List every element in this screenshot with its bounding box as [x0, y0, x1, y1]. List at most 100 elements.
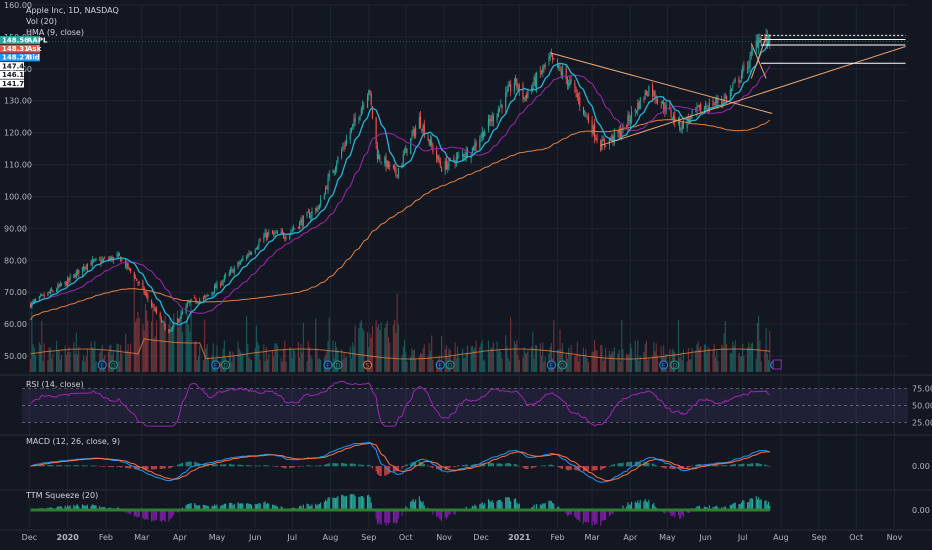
candle-body[interactable]: [60, 283, 63, 286]
candle-body[interactable]: [406, 148, 408, 153]
candle-body[interactable]: [259, 240, 261, 242]
candle-body[interactable]: [608, 138, 610, 145]
candle-body[interactable]: [487, 118, 490, 130]
candle-body[interactable]: [682, 121, 684, 129]
candle-body[interactable]: [505, 92, 507, 108]
candle-body[interactable]: [389, 164, 391, 167]
candle-body[interactable]: [93, 259, 95, 261]
candle-body[interactable]: [111, 256, 113, 261]
candle-body[interactable]: [543, 64, 545, 68]
candle-body[interactable]: [380, 161, 382, 163]
candle-body[interactable]: [275, 231, 277, 233]
candle-body[interactable]: [611, 135, 613, 141]
candle-body[interactable]: [420, 116, 422, 128]
candle-body[interactable]: [566, 76, 568, 85]
price-tag[interactable]: [0, 36, 40, 44]
macd-pane[interactable]: [30, 441, 771, 483]
price-tag[interactable]: [0, 44, 40, 53]
candle-body[interactable]: [438, 157, 440, 163]
candle-body[interactable]: [246, 257, 248, 259]
candle-body[interactable]: [285, 238, 287, 240]
candle-body[interactable]: [769, 34, 771, 43]
price-candles[interactable]: [30, 28, 771, 334]
candle-body[interactable]: [294, 228, 296, 229]
candle-body[interactable]: [690, 114, 692, 120]
candle-body[interactable]: [151, 300, 153, 306]
candle-body[interactable]: [723, 97, 725, 102]
candle-body[interactable]: [490, 120, 492, 123]
candle-body[interactable]: [223, 276, 225, 280]
candle-body[interactable]: [104, 258, 106, 259]
candle-body[interactable]: [712, 100, 714, 107]
candle-body[interactable]: [730, 89, 733, 91]
candle-body[interactable]: [358, 118, 360, 120]
candle-body[interactable]: [126, 263, 128, 268]
candle-body[interactable]: [561, 70, 564, 77]
candle-body[interactable]: [43, 295, 45, 297]
candle-body[interactable]: [247, 253, 249, 258]
event-marker-upcoming[interactable]: [772, 359, 782, 370]
candle-body[interactable]: [284, 237, 286, 239]
candle-body[interactable]: [647, 94, 649, 96]
candle-body[interactable]: [81, 267, 84, 273]
candle-body[interactable]: [440, 167, 443, 172]
candle-body[interactable]: [213, 286, 216, 294]
candle-body[interactable]: [307, 211, 309, 213]
candle-body[interactable]: [655, 99, 657, 101]
candle-body[interactable]: [445, 160, 448, 170]
candle-body[interactable]: [568, 83, 570, 87]
candle-body[interactable]: [732, 85, 734, 88]
candle-body[interactable]: [202, 297, 204, 301]
candle-body[interactable]: [418, 117, 420, 129]
candle-body[interactable]: [660, 104, 662, 106]
candle-body[interactable]: [600, 140, 602, 151]
event-marker-d[interactable]: [445, 360, 455, 370]
candle-body[interactable]: [755, 40, 757, 51]
candle-body[interactable]: [726, 95, 728, 101]
cross-line-b[interactable]: [750, 36, 767, 79]
event-marker-d[interactable]: [557, 360, 567, 370]
candle-body[interactable]: [268, 232, 270, 234]
candle-body[interactable]: [570, 79, 572, 82]
candle-body[interactable]: [283, 233, 285, 238]
candle-body[interactable]: [464, 156, 466, 158]
candle-body[interactable]: [121, 259, 123, 261]
candle-body[interactable]: [743, 65, 745, 66]
candle-body[interactable]: [638, 101, 640, 109]
event-marker-d[interactable]: [670, 360, 680, 370]
candle-body[interactable]: [360, 108, 362, 116]
rsi-label[interactable]: RSI (14, close): [26, 380, 84, 389]
candle-body[interactable]: [171, 326, 174, 331]
candle-body[interactable]: [69, 276, 71, 280]
candle-body[interactable]: [619, 129, 622, 138]
candle-body[interactable]: [133, 272, 135, 279]
candle-body[interactable]: [596, 137, 598, 142]
descending-trendline[interactable]: [550, 52, 773, 114]
candle-body[interactable]: [739, 80, 741, 83]
candle-body[interactable]: [680, 129, 682, 131]
candle-body[interactable]: [163, 322, 165, 324]
candle-body[interactable]: [375, 117, 377, 145]
candle-body[interactable]: [724, 96, 726, 99]
candle-body[interactable]: [299, 221, 301, 229]
candle-body[interactable]: [52, 291, 54, 292]
candle-body[interactable]: [560, 70, 562, 76]
candle-body[interactable]: [281, 230, 283, 233]
candle-body[interactable]: [759, 40, 761, 43]
candle-body[interactable]: [415, 128, 417, 136]
candle-body[interactable]: [188, 302, 190, 304]
candle-body[interactable]: [672, 114, 675, 120]
candle-body[interactable]: [109, 258, 111, 260]
candle-body[interactable]: [602, 139, 604, 142]
candle-body[interactable]: [229, 269, 232, 274]
candle-body[interactable]: [428, 139, 430, 144]
candle-body[interactable]: [291, 230, 293, 231]
candle-body[interactable]: [341, 150, 343, 158]
candle-body[interactable]: [663, 101, 665, 110]
candle-body[interactable]: [587, 116, 589, 123]
candle-body[interactable]: [352, 123, 354, 128]
candle-body[interactable]: [267, 232, 269, 238]
candle-body[interactable]: [740, 74, 742, 80]
candle-body[interactable]: [30, 303, 32, 308]
candle-body[interactable]: [222, 280, 224, 284]
